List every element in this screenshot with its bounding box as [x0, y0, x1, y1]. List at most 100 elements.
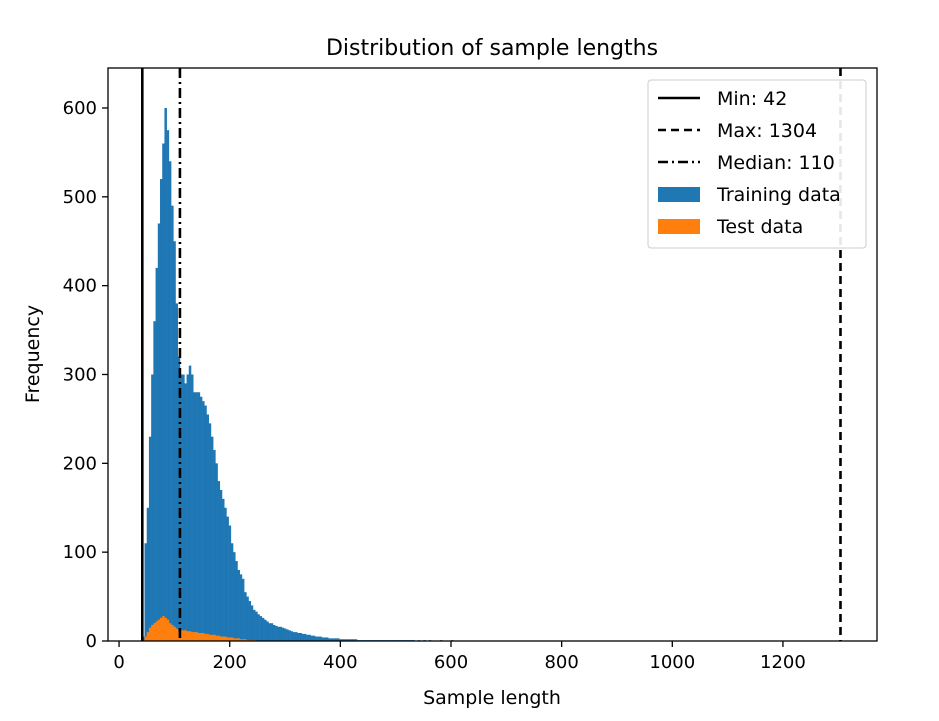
histogram-bar — [157, 223, 161, 641]
histogram-bar — [155, 621, 159, 641]
histogram-bar — [206, 633, 209, 641]
legend-color-swatch — [658, 187, 700, 202]
histogram-bar — [345, 639, 349, 641]
histogram-bar — [193, 632, 196, 641]
histogram-bar — [160, 179, 163, 641]
histogram-bar — [277, 626, 280, 641]
x-axis-label: Sample length — [423, 687, 561, 709]
histogram-bar — [188, 365, 192, 641]
x-tick-label: 400 — [323, 652, 357, 673]
histogram-bar — [241, 578, 245, 641]
histogram-bar — [210, 634, 214, 641]
histogram-bar — [310, 635, 313, 641]
histogram-bar — [341, 639, 344, 641]
histogram-bar — [164, 107, 167, 641]
y-tick-label: 0 — [86, 631, 97, 652]
histogram-bar — [219, 489, 223, 641]
histogram-bar — [197, 392, 201, 641]
histogram-bar — [230, 637, 234, 641]
histogram-bar — [197, 633, 201, 641]
histogram-bar — [306, 634, 309, 641]
histogram-bar — [233, 552, 236, 641]
histogram-bar — [323, 637, 327, 641]
histogram-bar — [226, 516, 229, 641]
histogram-bar — [268, 623, 271, 641]
histogram-bar — [314, 636, 318, 641]
histogram-bar — [186, 631, 190, 641]
histogram-bar — [204, 405, 207, 641]
histogram-bar — [221, 498, 225, 641]
x-tick-label: 1000 — [649, 652, 695, 673]
histogram-bar — [301, 633, 305, 641]
histogram-bar — [286, 629, 289, 641]
y-axis: 0 100 200 300 400 500 600 — [63, 98, 108, 652]
histogram-bar — [272, 625, 276, 641]
histogram-bar — [215, 635, 218, 641]
histogram-bar — [332, 638, 336, 641]
y-tick-label: 200 — [63, 453, 97, 474]
chart-title: Distribution of sample lengths — [326, 36, 658, 61]
histogram-bar — [224, 507, 227, 641]
histogram-bar — [308, 634, 311, 641]
histogram-bar — [206, 414, 209, 641]
histogram-bar — [350, 639, 353, 641]
histogram-bar — [179, 374, 183, 641]
legend-label: Test data — [716, 216, 803, 238]
histogram-bar — [261, 617, 265, 641]
histogram-bar — [202, 633, 205, 641]
histogram-bar — [195, 632, 198, 641]
histogram-bar — [182, 630, 185, 641]
y-axis-label: Frequency — [22, 305, 44, 403]
histogram-bar — [166, 130, 170, 642]
bars-layer — [142, 107, 454, 642]
histogram-bar — [151, 374, 154, 641]
histogram-bar — [321, 637, 325, 641]
histogram-bar — [157, 619, 161, 641]
x-tick-label: 1200 — [760, 652, 806, 673]
histogram-bar — [202, 401, 205, 641]
histogram-bar — [226, 637, 229, 641]
histogram-bar — [151, 625, 154, 641]
histogram-bar — [213, 450, 216, 641]
histogram-bar — [175, 303, 179, 641]
histogram-bar — [337, 638, 340, 641]
y-tick-label: 400 — [63, 276, 97, 297]
histogram-bar — [177, 356, 181, 641]
histogram-bar — [294, 632, 298, 641]
y-tick-label: 300 — [63, 364, 97, 385]
histogram-bar — [190, 632, 194, 641]
histogram-bar — [228, 637, 232, 641]
histogram-bar — [354, 639, 358, 641]
x-axis: 0 200 400 600 800 1000 1200 — [113, 641, 806, 673]
histogram-bar — [343, 639, 347, 641]
histogram-bar — [199, 396, 203, 641]
histogram-bar — [210, 436, 214, 641]
histogram-bar — [255, 611, 258, 641]
histogram-bar — [244, 639, 247, 641]
plot-frame — [107, 67, 878, 642]
histogram-bar — [235, 561, 238, 641]
histogram-bar — [239, 639, 243, 641]
histogram-bar — [148, 627, 152, 641]
histogram-bar — [162, 616, 165, 641]
histogram-bar — [144, 636, 148, 641]
histogram-bar — [237, 638, 240, 641]
histogram-bar — [348, 639, 351, 641]
histogram-bar — [239, 574, 243, 641]
legend-label: Training data — [716, 184, 841, 206]
histogram-bar — [219, 636, 223, 641]
histogram-bar — [184, 630, 187, 641]
series-training-data — [142, 107, 454, 642]
histogram-bar — [334, 638, 338, 641]
histogram-bar — [264, 619, 267, 641]
histogram-bar — [241, 639, 245, 641]
histogram-bar — [224, 636, 227, 641]
histogram-bar — [162, 143, 165, 641]
legend-color-swatch — [658, 219, 700, 234]
y-tick-label: 500 — [63, 187, 97, 208]
legend-label: Median: 110 — [717, 152, 835, 174]
histogram-bar — [288, 630, 291, 641]
histogram-bar — [215, 463, 218, 641]
histogram-bar — [153, 623, 156, 641]
histogram-bar — [188, 631, 192, 641]
